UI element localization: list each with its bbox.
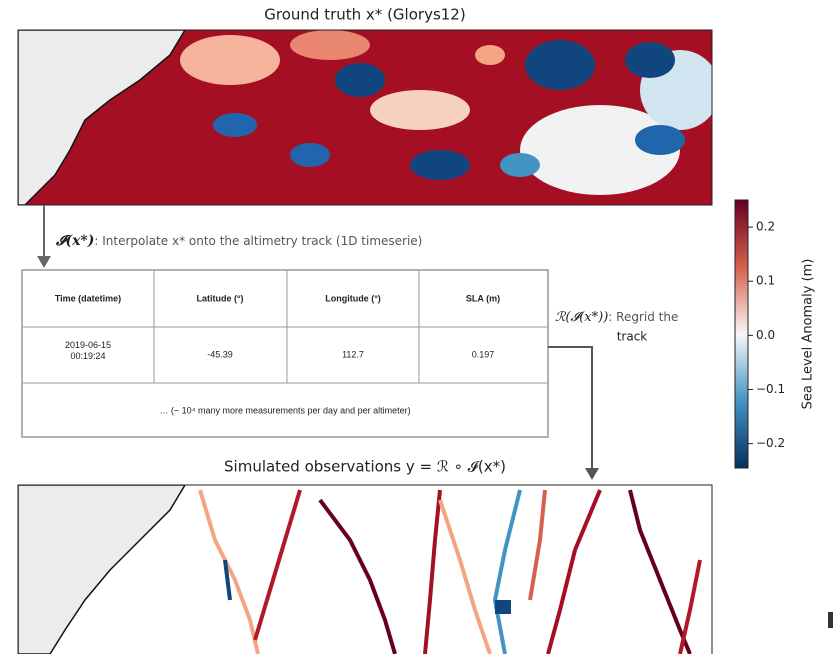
top-title: Ground truth x* (Glorys12) [264, 6, 465, 24]
arrow-head [37, 256, 51, 268]
interp-symbol: 𝓘(x*) [55, 233, 94, 249]
colorbar: −0.2 −0.1 0.0 0.1 0.2 [735, 200, 785, 468]
table: Time (datetime) Latitude (°) Longitude (… [22, 270, 548, 437]
regrid-symbol: ℛ(𝓘(x*)) [555, 310, 608, 325]
cell: 2019-06-15 00:19:24 [60, 340, 116, 362]
interp-note: 𝓘(x*): Interpolate x* onto the altimetry… [55, 233, 422, 249]
colorbar-tick-label: 0.0 [756, 328, 775, 342]
cell: -45.39 [207, 349, 233, 359]
header-cell: Latitude (°) [196, 293, 243, 303]
colorbar-tick-label: −0.1 [756, 382, 785, 396]
arrow-head [585, 468, 599, 480]
header-cell: SLA (m) [466, 293, 500, 303]
header-cell: Time (datetime) [55, 293, 121, 303]
table-footer: … (~ 10⁴ many more measurements per day … [159, 405, 410, 415]
cell: 0.197 [472, 349, 495, 359]
bottom-title: Simulated observations y = ℛ ∘ 𝓘(x*) [224, 458, 506, 476]
colorbar-tick-label: 0.2 [756, 220, 775, 234]
colorbar-label: Sea Level Anomaly (m) [801, 259, 816, 410]
edge-mark [828, 612, 833, 628]
regrid-note: ℛ(𝓘(x*)): Regrid the [555, 310, 678, 325]
page: Ground truth x* (Glorys12) 𝓘(x*): Interp… [0, 0, 833, 654]
cell: 112.7 [342, 349, 364, 359]
colorbar-bar [735, 200, 748, 468]
header-cell: Longitude (°) [325, 293, 381, 303]
cell-wrap: 2019-06-15 00:19:24 [60, 340, 116, 370]
interp-text: : Interpolate x* onto the altimetry trac… [94, 234, 422, 248]
colorbar-tick-label: 0.1 [756, 274, 775, 288]
figure: Ground truth x* (Glorys12) 𝓘(x*): Interp… [0, 0, 833, 654]
regrid-text: : Regrid the [608, 310, 678, 324]
colorbar-tick-label: −0.2 [756, 436, 785, 450]
ground-truth-map [18, 30, 720, 205]
connector [548, 347, 592, 470]
regrid-text: track [617, 330, 648, 344]
observation-map [18, 485, 712, 654]
